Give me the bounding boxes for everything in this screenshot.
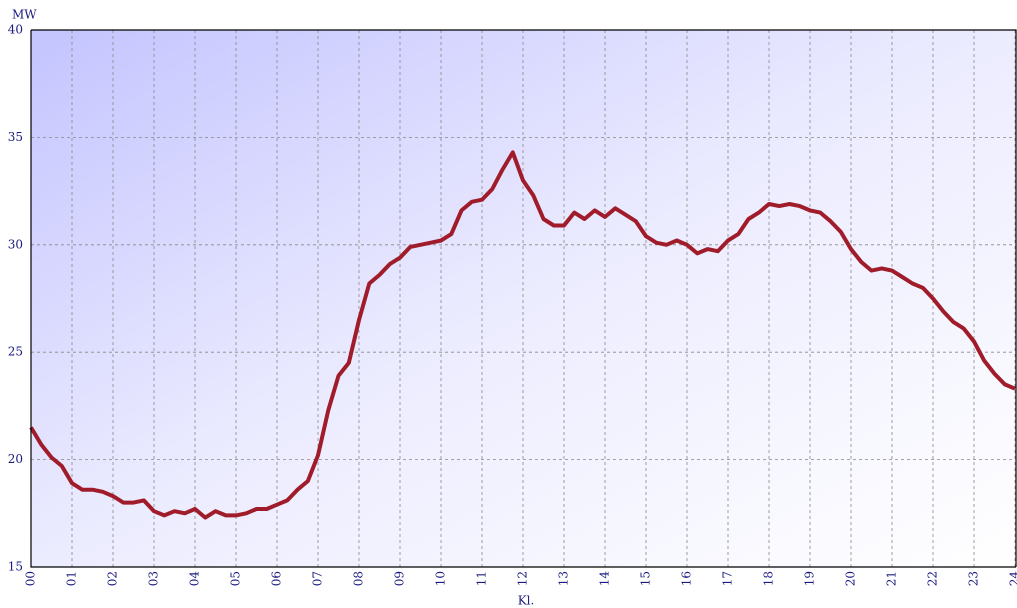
- x-tick-label: 12: [516, 571, 530, 586]
- x-tick-label: 02: [106, 571, 120, 586]
- x-tick-label: 20: [844, 571, 858, 586]
- x-tick-label: 07: [311, 571, 325, 586]
- x-tick-label: 11: [475, 571, 489, 586]
- x-tick-label: 13: [557, 571, 571, 586]
- y-tick-label: 20: [8, 452, 23, 466]
- x-tick-label: 14: [598, 571, 612, 587]
- plot-border: [30, 29, 1017, 568]
- x-tick-label: 17: [721, 571, 735, 586]
- x-tick-label: 06: [270, 571, 284, 586]
- x-tick-label: 16: [680, 571, 694, 586]
- x-tick-label: 03: [147, 571, 161, 586]
- x-tick-label: 23: [967, 571, 981, 586]
- x-tick-label: 09: [393, 571, 407, 586]
- y-tick-label: 40: [8, 23, 23, 37]
- x-tick-label: 05: [229, 571, 243, 586]
- y-tick-label: 25: [8, 345, 23, 359]
- x-tick-label: 10: [434, 571, 448, 586]
- y-unit: MW: [12, 8, 37, 22]
- x-tick-label: 22: [926, 571, 940, 586]
- x-tick-label: 08: [352, 571, 366, 586]
- plot-background: [31, 30, 1017, 567]
- x-tick-label: 19: [803, 571, 817, 586]
- x-tick-label: 18: [762, 571, 776, 586]
- data-line: [29, 150, 1016, 520]
- x-tick-label: 01: [65, 571, 79, 586]
- x-tick-label: 21: [885, 571, 899, 586]
- x-axis-label: Kl.: [518, 594, 535, 608]
- x-tick-label: 15: [639, 571, 653, 586]
- y-tick-label: 35: [8, 130, 23, 144]
- y-tick-label: 15: [8, 560, 23, 574]
- y-tick-label: 30: [8, 237, 23, 251]
- x-tick-label: 24: [1008, 571, 1017, 587]
- x-tick-label: 04: [188, 571, 202, 587]
- x-tick-label: 00: [24, 571, 38, 586]
